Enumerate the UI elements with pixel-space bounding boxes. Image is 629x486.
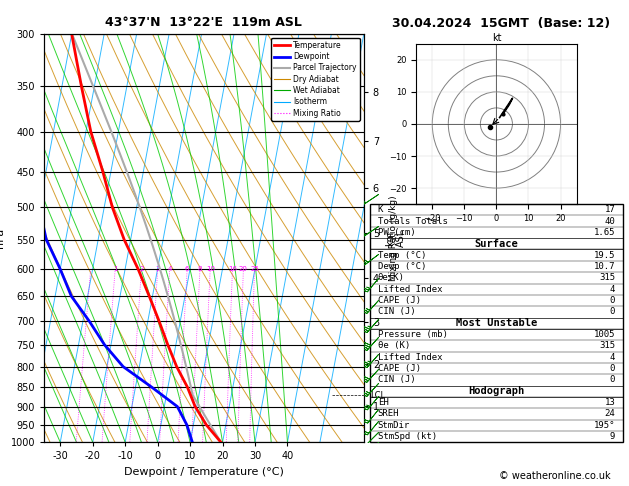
Text: 16: 16: [228, 266, 237, 272]
Text: 0: 0: [610, 296, 615, 305]
Text: 315: 315: [599, 341, 615, 350]
Text: Pressure (mb): Pressure (mb): [377, 330, 448, 339]
Text: Temp (°C): Temp (°C): [377, 251, 426, 260]
Legend: Temperature, Dewpoint, Parcel Trajectory, Dry Adiabat, Wet Adiabat, Isotherm, Mi: Temperature, Dewpoint, Parcel Trajectory…: [271, 38, 360, 121]
Text: StmSpd (kt): StmSpd (kt): [377, 432, 437, 441]
Text: Dewp (°C): Dewp (°C): [377, 262, 426, 271]
Bar: [370, 238, 623, 249]
Text: 40: 40: [604, 217, 615, 226]
Text: Mixing Ratio (g/kg): Mixing Ratio (g/kg): [389, 195, 398, 281]
Text: 2: 2: [139, 266, 143, 272]
Text: CIN (J): CIN (J): [377, 307, 415, 316]
Text: 3: 3: [155, 266, 160, 272]
Text: 1005: 1005: [594, 330, 615, 339]
Text: 8: 8: [198, 266, 203, 272]
Text: PW (cm): PW (cm): [377, 228, 415, 237]
Text: EH: EH: [377, 398, 389, 407]
X-axis label: Dewpoint / Temperature (°C): Dewpoint / Temperature (°C): [124, 467, 284, 477]
Bar: [370, 317, 623, 329]
Y-axis label: km
ASL: km ASL: [385, 229, 406, 247]
Text: 20: 20: [239, 266, 248, 272]
Text: 30.04.2024  15GMT  (Base: 12): 30.04.2024 15GMT (Base: 12): [392, 17, 610, 30]
Text: 25: 25: [250, 266, 259, 272]
Text: 1: 1: [113, 266, 118, 272]
Text: θe (K): θe (K): [377, 341, 410, 350]
Text: 10.7: 10.7: [594, 262, 615, 271]
Text: Lifted Index: Lifted Index: [377, 285, 442, 294]
Text: 4: 4: [610, 353, 615, 362]
Text: 13: 13: [604, 398, 615, 407]
Text: © weatheronline.co.uk: © weatheronline.co.uk: [499, 471, 610, 481]
Title: 43°37'N  13°22'E  119m ASL: 43°37'N 13°22'E 119m ASL: [106, 16, 303, 29]
Text: 4: 4: [610, 285, 615, 294]
Text: 10: 10: [206, 266, 214, 272]
Text: CIN (J): CIN (J): [377, 375, 415, 384]
Text: CAPE (J): CAPE (J): [377, 296, 421, 305]
Text: 0: 0: [610, 307, 615, 316]
Text: 4: 4: [167, 266, 172, 272]
Text: θe(K): θe(K): [377, 273, 404, 282]
Text: 0: 0: [610, 375, 615, 384]
Text: 6: 6: [185, 266, 189, 272]
Text: 195°: 195°: [594, 421, 615, 430]
Text: Surface: Surface: [474, 239, 518, 249]
Text: 0: 0: [610, 364, 615, 373]
Text: CAPE (J): CAPE (J): [377, 364, 421, 373]
Text: Lifted Index: Lifted Index: [377, 353, 442, 362]
Text: 19.5: 19.5: [594, 251, 615, 260]
Text: 24: 24: [604, 409, 615, 418]
Text: SREH: SREH: [377, 409, 399, 418]
Text: 1.65: 1.65: [594, 228, 615, 237]
Text: 17: 17: [604, 205, 615, 214]
Text: Totals Totals: Totals Totals: [377, 217, 448, 226]
Bar: [370, 385, 623, 397]
Text: StmDir: StmDir: [377, 421, 410, 430]
Y-axis label: hPa: hPa: [0, 228, 5, 248]
Text: 315: 315: [599, 273, 615, 282]
Text: LCL: LCL: [370, 391, 386, 399]
Text: Most Unstable: Most Unstable: [456, 318, 537, 328]
Title: kt: kt: [492, 33, 501, 43]
Text: 9: 9: [610, 432, 615, 441]
Text: K: K: [377, 205, 383, 214]
Text: Hodograph: Hodograph: [468, 386, 525, 396]
